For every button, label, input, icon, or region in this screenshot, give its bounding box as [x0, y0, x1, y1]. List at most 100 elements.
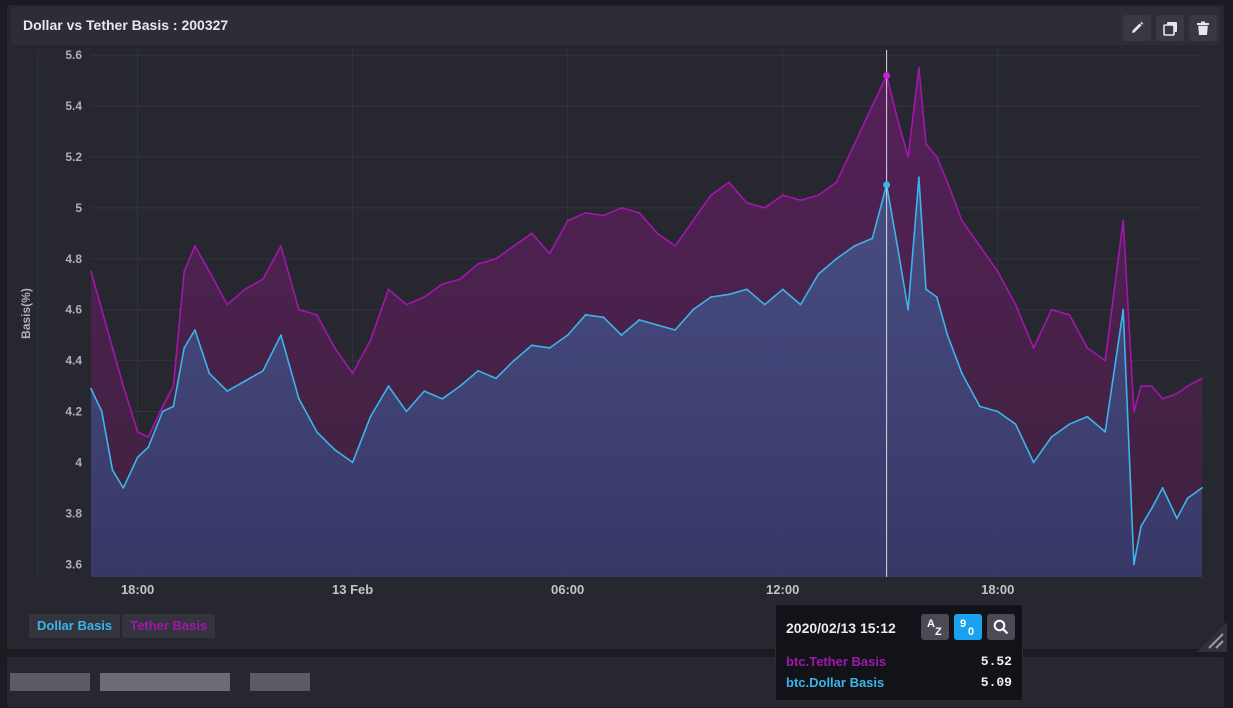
- tether-data-point: [692, 219, 694, 222]
- tether-data-point: [1014, 303, 1017, 306]
- tether-data-point: [1104, 359, 1107, 362]
- tooltip-row-label: btc.Dollar Basis: [786, 675, 885, 690]
- dollar-data-point: [1161, 486, 1164, 489]
- dollar-data-point: [280, 334, 282, 337]
- resize-handle-icon[interactable]: [1187, 612, 1227, 652]
- dollar-data-point: [946, 334, 949, 337]
- dollar-data-point: [351, 461, 354, 464]
- dollar-data-point: [1014, 423, 1017, 426]
- tether-data-point: [351, 372, 354, 375]
- tether-data-point: [896, 117, 899, 120]
- dollar-data-point: [530, 344, 533, 347]
- y-tick-label: 4.6: [65, 303, 82, 317]
- edit-button[interactable]: [1123, 15, 1151, 41]
- chart-tooltip: 2020/02/13 15:12 A Z 9 0 btc.Tether Basi…: [775, 604, 1023, 701]
- pencil-icon: [1132, 21, 1144, 33]
- y-tick-label: 4: [75, 455, 82, 469]
- search-button[interactable]: [987, 614, 1015, 640]
- tether-data-point: [183, 270, 186, 273]
- sort-alpha-button[interactable]: A Z: [921, 614, 949, 640]
- redacted-text: [250, 673, 310, 691]
- crosshair-marker: [883, 71, 891, 79]
- dollar-data-point: [745, 288, 748, 291]
- tether-data-point: [172, 385, 175, 387]
- legend-item-tether-basis[interactable]: Tether Basis: [122, 614, 216, 638]
- sort-numeric-button[interactable]: 9 0: [954, 614, 982, 640]
- dollar-data-point: [369, 415, 372, 418]
- dollar-data-point: [1050, 436, 1053, 438]
- dollar-data-point: [781, 288, 784, 291]
- dollar-data-point: [566, 334, 569, 337]
- dollar-data-point: [111, 469, 114, 471]
- dollar-data-point: [935, 296, 938, 298]
- legend-item-dollar-basis[interactable]: Dollar Basis: [29, 614, 121, 638]
- copy-icon: [1162, 21, 1177, 36]
- dollar-data-point: [692, 308, 694, 311]
- dollar-data-point: [1140, 525, 1142, 527]
- dollar-data-point: [1104, 430, 1107, 433]
- dollar-data-point: [1068, 423, 1071, 426]
- tether-data-point: [194, 245, 196, 247]
- dollar-data-point: [602, 316, 605, 319]
- dollar-data-point: [172, 405, 175, 408]
- dollar-data-point: [244, 380, 247, 382]
- tooltip-row-value: 5.09: [980, 675, 1012, 690]
- x-tick-label: 18:00: [121, 582, 154, 597]
- dollar-data-point: [315, 430, 318, 433]
- x-tick-label: 06:00: [551, 582, 584, 597]
- dollar-data-point: [183, 346, 186, 349]
- tether-data-point: [1122, 219, 1125, 222]
- tether-data-point: [566, 219, 569, 222]
- tether-data-point: [530, 232, 533, 235]
- tether-data-point: [935, 156, 938, 158]
- tether-data-point: [441, 283, 444, 286]
- dollar-data-point: [925, 288, 927, 291]
- svg-text:0: 0: [968, 626, 974, 637]
- tooltip-row-label: btc.Tether Basis: [786, 654, 887, 669]
- dollar-data-point: [620, 334, 623, 337]
- dollar-data-point: [917, 176, 920, 179]
- redacted-text: [10, 673, 90, 691]
- tether-data-point: [745, 201, 748, 204]
- dollar-data-point: [728, 293, 730, 296]
- dollar-data-point: [136, 456, 139, 459]
- tether-data-point: [1140, 385, 1142, 387]
- tether-data-point: [1150, 385, 1153, 387]
- tether-data-point: [960, 219, 963, 222]
- dollar-data-point: [441, 397, 444, 400]
- sort-alpha-icon: A Z: [927, 618, 942, 637]
- delete-button[interactable]: [1189, 15, 1217, 41]
- dollar-data-point: [1186, 497, 1189, 499]
- svg-text:A: A: [927, 618, 935, 630]
- y-tick-label: 4.4: [65, 354, 82, 368]
- basis-chart[interactable]: 3.6 3.8 4 4.2 4.4 4.6 4.8 5 5.2 5.4 5.6 18:00 13 Feb…: [0, 0, 1233, 650]
- tether-data-point: [871, 105, 874, 107]
- dollar-data-point: [996, 410, 999, 413]
- tether-data-point: [280, 245, 282, 247]
- dollar-data-point: [656, 324, 659, 326]
- dollar-data-point: [405, 410, 408, 413]
- dollar-data-point: [1201, 486, 1203, 489]
- dollar-data-point: [90, 387, 92, 390]
- tether-data-point: [387, 288, 390, 291]
- duplicate-button[interactable]: [1156, 15, 1184, 41]
- tether-data-point: [1176, 392, 1178, 395]
- tether-data-point: [208, 270, 211, 273]
- tether-data-point: [1201, 377, 1203, 380]
- dollar-data-point: [262, 369, 264, 372]
- tether-data-point: [161, 405, 164, 408]
- tether-data-point: [728, 181, 730, 184]
- tether-data-point: [835, 181, 838, 184]
- dollar-data-point: [333, 448, 336, 451]
- tether-data-point: [226, 303, 229, 306]
- dollar-data-point: [763, 303, 766, 306]
- y-axis-label: Basis(%): [19, 288, 33, 339]
- dollar-data-point: [423, 390, 426, 393]
- dollar-data-point: [161, 410, 164, 413]
- tether-data-point: [917, 66, 920, 69]
- tether-data-point: [638, 212, 641, 214]
- dollar-data-point: [960, 372, 963, 375]
- dollar-data-point: [1150, 507, 1153, 510]
- tether-data-point: [122, 385, 125, 387]
- dollar-data-point: [1176, 517, 1178, 520]
